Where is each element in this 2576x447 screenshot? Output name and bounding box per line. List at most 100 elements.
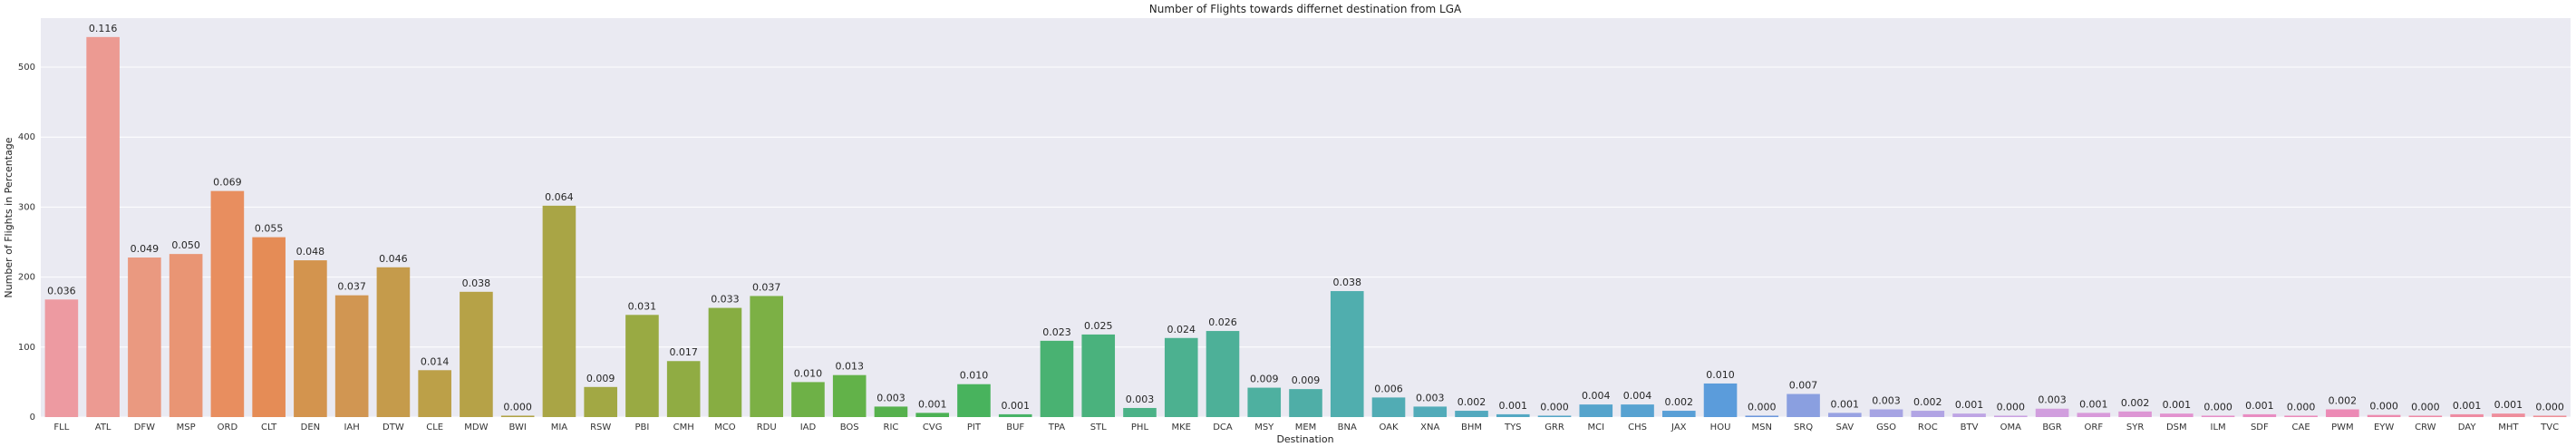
- x-tick-label: MSN: [1752, 423, 1772, 432]
- data-label: 0.000: [1540, 401, 1569, 413]
- bar-mht: [2492, 413, 2525, 417]
- x-tick-label: DSM: [2166, 423, 2187, 432]
- x-tick-label: ILM: [2211, 423, 2226, 432]
- data-label: 0.003: [1126, 394, 1155, 405]
- data-label: 0.050: [171, 239, 200, 251]
- x-tick-label: PBI: [635, 423, 650, 432]
- bar-hou: [1703, 383, 1738, 417]
- bar-gso: [1869, 409, 1903, 417]
- bar-eyw: [2367, 414, 2401, 417]
- bar-oma: [1994, 415, 2028, 417]
- data-label: 0.000: [1997, 401, 2026, 413]
- x-tick-label: CVG: [923, 423, 943, 432]
- data-label: 0.009: [586, 373, 615, 384]
- x-tick-label: STL: [1090, 423, 1107, 432]
- x-tick-label: RDU: [757, 423, 777, 432]
- x-tick-label: CRW: [2415, 423, 2436, 432]
- x-tick-label: ROC: [1918, 423, 1938, 432]
- bar-dtw: [376, 267, 411, 417]
- x-tick-label: MIA: [551, 423, 568, 432]
- bars: [44, 36, 2567, 418]
- bar-tpa: [1040, 340, 1074, 417]
- x-tick-label: MSY: [1254, 423, 1274, 432]
- x-tick-label: SDF: [2251, 423, 2269, 432]
- bar-orf: [2077, 413, 2111, 417]
- data-label: 0.010: [794, 367, 823, 379]
- data-label: 0.033: [711, 294, 740, 306]
- x-tick-label: OAK: [1379, 423, 1399, 432]
- x-tick-label: CLT: [261, 423, 277, 432]
- data-label: 0.000: [2287, 401, 2316, 413]
- bar-mco: [708, 307, 742, 417]
- data-label: 0.001: [1001, 400, 1030, 412]
- data-label: 0.002: [1457, 396, 1487, 408]
- bar-tvc: [2532, 415, 2567, 417]
- x-tick-label: SYR: [2126, 423, 2144, 432]
- x-tick-label: BGR: [2042, 423, 2061, 432]
- bar-sdf: [2242, 413, 2277, 417]
- bar-pbi: [625, 315, 659, 417]
- data-label: 0.001: [1955, 399, 1984, 411]
- bar-atl: [86, 36, 120, 418]
- bar-ord: [210, 190, 245, 417]
- x-tick-label: TYS: [1504, 423, 1522, 432]
- bar-cvg: [915, 413, 950, 417]
- data-label: 0.017: [669, 346, 698, 358]
- bar-day: [2450, 413, 2484, 417]
- data-label: 0.000: [503, 401, 532, 413]
- x-tick-label: MSP: [177, 423, 196, 432]
- x-axis-title: Destination: [1276, 433, 1333, 445]
- bar-den: [294, 260, 327, 417]
- bar-cae: [2284, 415, 2318, 417]
- data-label: 0.002: [1665, 396, 1694, 408]
- bar-bwi: [500, 415, 535, 417]
- x-tick-label: BWI: [509, 423, 527, 432]
- bar-bgr: [2035, 408, 2069, 417]
- x-tick-label: ORD: [218, 423, 238, 432]
- x-tick-label: BOS: [840, 423, 859, 432]
- x-tick-label: PHL: [1131, 423, 1149, 432]
- data-label: 0.010: [960, 370, 989, 382]
- data-label: 0.003: [2038, 394, 2067, 406]
- x-tick-label: BTV: [1961, 423, 1979, 432]
- data-label: 0.004: [1582, 390, 1611, 402]
- x-tick-label: MCO: [714, 423, 736, 432]
- x-tick-label: CLE: [426, 423, 443, 432]
- data-label: 0.046: [379, 253, 408, 265]
- x-tick-label: IAH: [344, 423, 359, 432]
- data-label: 0.009: [1292, 374, 1321, 386]
- y-tick-labels: 0 100 200 300 400 500: [18, 63, 35, 423]
- bar-pwm: [2326, 409, 2359, 417]
- data-label: 0.031: [628, 300, 657, 312]
- data-label: 0.003: [876, 392, 905, 403]
- data-label: 0.055: [255, 223, 284, 235]
- x-tick-label: TVC: [2540, 423, 2559, 432]
- bar-iad: [791, 382, 825, 417]
- data-label: 0.000: [2203, 401, 2232, 413]
- x-tick-label: SRQ: [1794, 423, 1813, 432]
- bar-oak: [1371, 397, 1406, 417]
- data-label: 0.013: [835, 361, 864, 373]
- data-label: 0.001: [2453, 400, 2482, 412]
- bar-mci: [1579, 404, 1613, 417]
- x-tick-label: CHS: [1628, 423, 1647, 432]
- x-tick-label: MKE: [1171, 423, 1191, 432]
- bar-mdw: [460, 291, 493, 417]
- x-tick-label: JAX: [1671, 423, 1687, 432]
- x-tick-label: EYW: [2374, 423, 2394, 432]
- data-label: 0.002: [2329, 395, 2358, 407]
- x-tick-label: OMA: [2000, 423, 2021, 432]
- bar-msp: [169, 254, 203, 417]
- data-label: 0.001: [2079, 398, 2108, 410]
- data-label: 0.007: [1789, 380, 1818, 392]
- data-label: 0.010: [1706, 369, 1735, 381]
- x-tick-label: GSO: [1876, 423, 1896, 432]
- x-tick-label: MEM: [1295, 423, 1317, 432]
- data-label: 0.001: [2494, 399, 2523, 411]
- data-label: 0.048: [296, 246, 325, 258]
- y-axis-title: Number of Flights in Percentage: [3, 137, 15, 297]
- data-label: 0.026: [1208, 316, 1237, 328]
- bar-tys: [1496, 413, 1530, 417]
- x-tick-label: XNA: [1420, 423, 1439, 432]
